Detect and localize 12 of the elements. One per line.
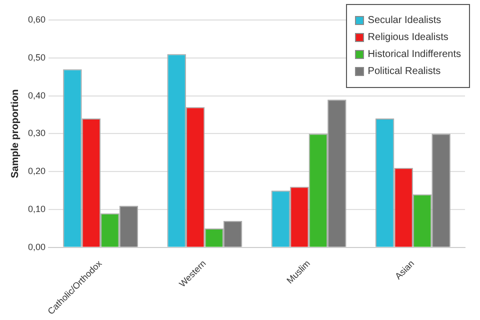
y-tick-label: 0,50	[28, 52, 46, 62]
y-tick-label: 0,10	[28, 204, 46, 214]
y-tick-label: 0,00	[28, 242, 46, 252]
legend-label: Secular Idealists	[368, 15, 442, 26]
y-axis-title: Sample proportion	[10, 89, 21, 178]
legend-label: Religious Idealists	[368, 32, 448, 43]
legend-label: Political Realists	[368, 66, 441, 77]
y-tick-label: 0,20	[28, 166, 46, 176]
y-tick-label: 0,60	[28, 14, 46, 24]
y-tick-label: 0,30	[28, 128, 46, 138]
legend-label: Historical Indifferents	[368, 49, 461, 60]
y-tick-label: 0,40	[28, 90, 46, 100]
